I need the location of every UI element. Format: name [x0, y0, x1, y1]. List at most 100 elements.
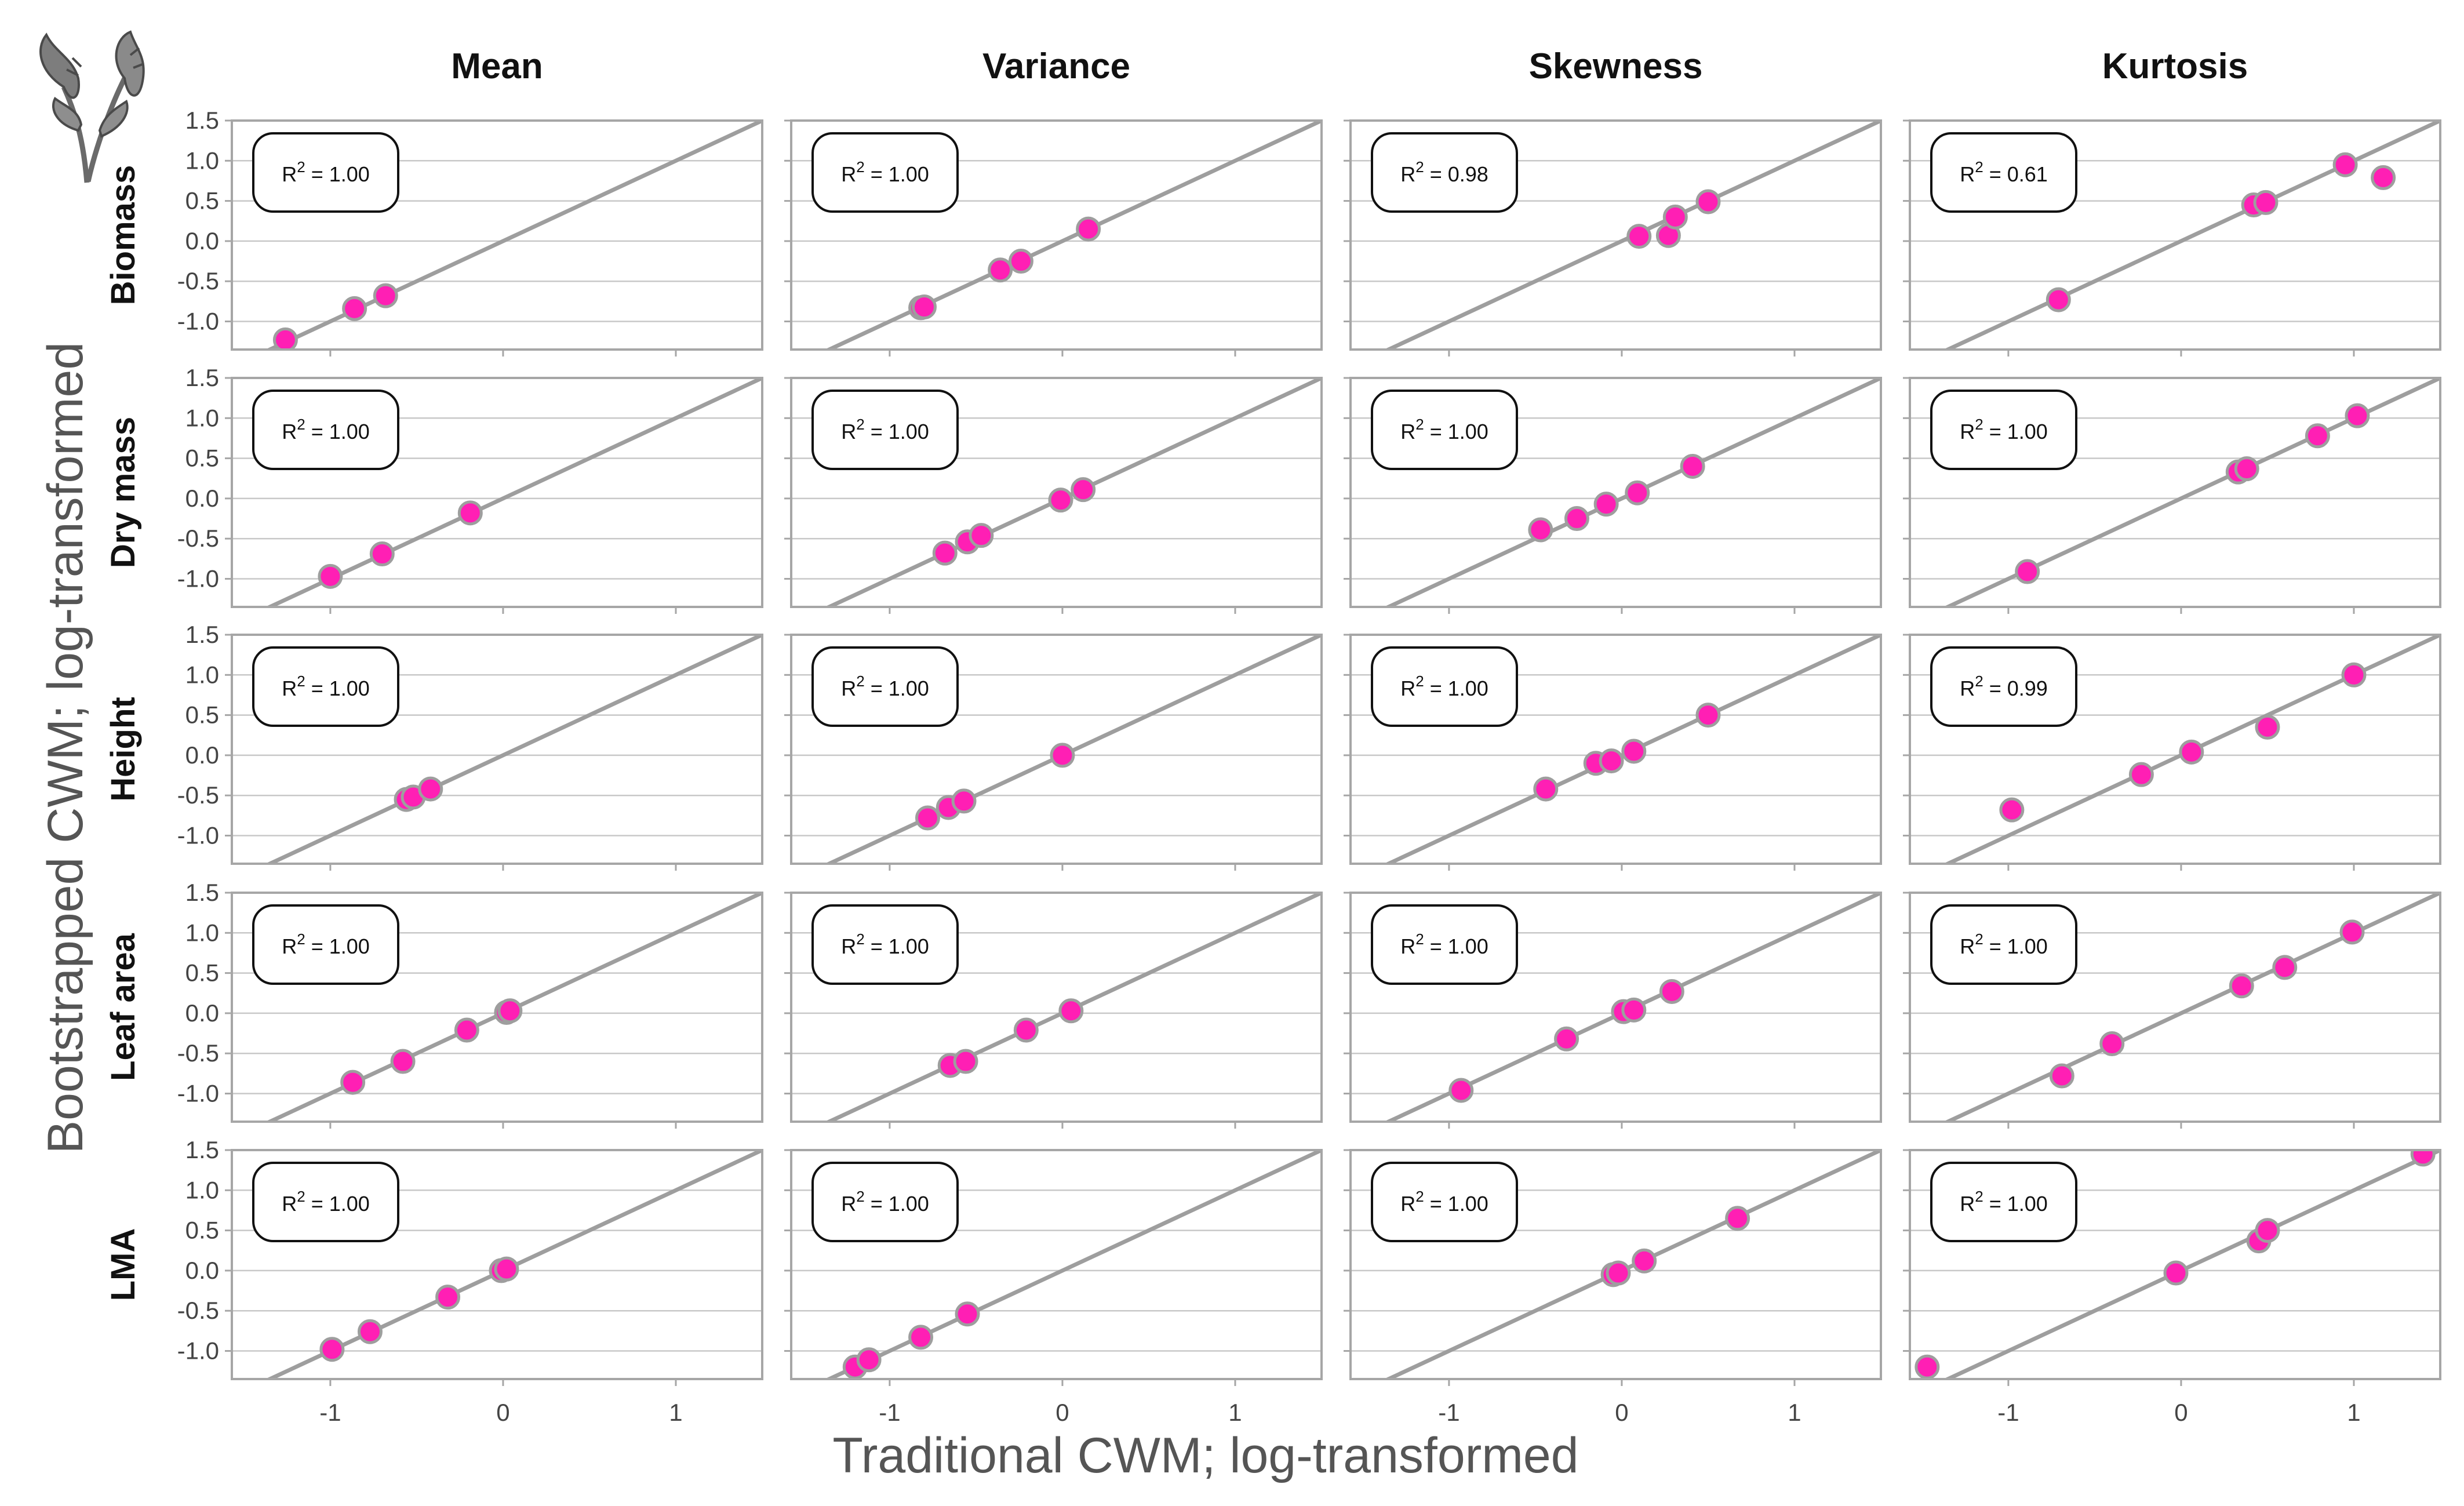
panel-height-mean: R2 = 1.00 1.5 1.0 0.5 0.0 -0.5 -1.0 — [177, 621, 763, 871]
y-tick-label: -0.5 — [177, 267, 219, 294]
panel-border — [231, 377, 763, 608]
data-point — [951, 788, 977, 814]
y-tick-label: -1.0 — [177, 1079, 219, 1107]
data-point — [2341, 662, 2367, 687]
one-to-one-line — [824, 893, 1322, 1122]
data-point — [435, 1285, 461, 1310]
panel-leaf-area-skewness: R2 = 1.00 — [1344, 892, 1882, 1129]
r2-label: R2 = 0.61 — [1960, 158, 2048, 186]
panel-border — [1349, 892, 1882, 1123]
y-tick-label: 0.5 — [185, 959, 219, 987]
panel-border — [1909, 634, 2441, 865]
data-point — [1071, 477, 1096, 503]
column-header-kurtosis: Kurtosis — [2102, 46, 2248, 86]
one-to-one-line — [1384, 121, 1881, 350]
r2-label: R2 = 1.00 — [1960, 416, 2048, 443]
data-point — [373, 283, 398, 308]
x-tick-label: 1 — [669, 1399, 682, 1426]
panel-biomass-skewness: R2 = 0.98 — [1344, 119, 1882, 357]
panel-border — [1349, 634, 1882, 865]
panel-border — [1349, 1149, 1882, 1380]
column-headers: Mean Variance Skewness Kurtosis — [451, 46, 2248, 86]
data-point — [319, 1337, 345, 1362]
data-point — [494, 1256, 519, 1282]
panel-dry-mass-kurtosis: R2 = 1.00 — [1903, 377, 2441, 614]
y-tick-label: 0.0 — [185, 999, 219, 1027]
panel-border — [790, 119, 1323, 351]
r2-label: R2 = 1.00 — [282, 930, 370, 958]
row-labels: Biomass Dry mass Height Leaf area LMA — [104, 165, 142, 1301]
r2-label: R2 = 1.00 — [841, 672, 929, 700]
r2-label-box — [1930, 646, 2077, 727]
y-tick-label: 0.5 — [185, 1217, 219, 1244]
y-tick-label: 1.0 — [185, 404, 219, 431]
r2-label: R2 = 1.00 — [841, 416, 929, 443]
data-point — [357, 1319, 383, 1344]
r2-label-box — [252, 132, 399, 213]
panel-leaf-area-variance: R2 = 1.00 — [784, 892, 1323, 1129]
row-label-biomass: Biomass — [104, 165, 142, 305]
data-point — [1599, 748, 1624, 774]
x-tick-label: 0 — [1056, 1399, 1069, 1426]
r2-label-box — [1930, 390, 2077, 470]
x-tick-label: 1 — [1228, 1399, 1242, 1426]
r2-label: R2 = 1.00 — [1400, 930, 1488, 958]
data-point — [1050, 743, 1075, 768]
data-point — [2049, 1063, 2074, 1089]
row-label-dry-mass: Dry mass — [104, 417, 142, 568]
r2-label-box — [1371, 904, 1518, 985]
panel-border — [1909, 892, 2441, 1123]
panel-dry-mass-skewness: R2 = 1.00 — [1344, 377, 1882, 614]
panel-border — [790, 892, 1323, 1123]
r2-label-box — [1371, 646, 1518, 727]
panel-biomass-kurtosis: R2 = 0.61 — [1903, 119, 2441, 357]
data-point — [2410, 1150, 2436, 1167]
y-tick-label: 1.0 — [185, 661, 219, 688]
y-tick-label: -1.0 — [177, 821, 219, 849]
r2-label: R2 = 0.98 — [1400, 158, 1488, 186]
panel-lma-variance: R2 = 1.00 — [784, 1149, 1323, 1386]
r2-label-box — [1930, 904, 2077, 985]
x-tick-label: 1 — [1788, 1399, 1801, 1426]
y-tick-label: 1.5 — [185, 621, 219, 648]
plant-sprig-icon — [39, 30, 145, 183]
row-label-leaf-area: Leaf area — [104, 933, 142, 1081]
column-header-mean: Mean — [451, 46, 543, 86]
data-point — [932, 540, 958, 566]
data-point — [457, 500, 483, 526]
r2-label-box — [811, 1162, 959, 1242]
y-tick-label: -1.0 — [177, 1337, 219, 1364]
data-point — [1533, 776, 1559, 802]
x-tick-label: -1 — [879, 1399, 900, 1426]
data-point — [915, 805, 940, 831]
y-tick-label: -0.5 — [177, 781, 219, 809]
data-point — [2253, 190, 2279, 215]
data-point — [390, 1049, 416, 1074]
r2-label-box — [1371, 390, 1518, 470]
data-point — [418, 776, 443, 802]
data-point — [2015, 559, 2040, 584]
r2-label-box — [252, 646, 399, 727]
data-point — [2339, 919, 2365, 945]
y-tick-label: -0.5 — [177, 525, 219, 552]
data-point — [2371, 165, 2396, 190]
data-point — [1632, 1248, 1657, 1274]
data-point — [2163, 1260, 2189, 1286]
data-point — [1048, 488, 1073, 513]
data-point — [2255, 714, 2280, 740]
row-label-lma: LMA — [104, 1228, 142, 1301]
data-point — [908, 1325, 934, 1350]
panel-border — [790, 377, 1323, 608]
panel-leaf-area-kurtosis: R2 = 1.00 — [1903, 892, 2441, 1129]
panel-border — [231, 634, 763, 865]
data-point — [1013, 1017, 1039, 1043]
panel-height-kurtosis: R2 = 0.99 — [1903, 634, 2441, 871]
y-tick-label: 1.5 — [185, 107, 219, 134]
r2-label: R2 = 1.00 — [841, 1188, 929, 1216]
data-point — [1659, 978, 1684, 1004]
r2-label-box — [1930, 1162, 2077, 1242]
data-point — [988, 257, 1013, 283]
data-point — [2305, 423, 2330, 449]
